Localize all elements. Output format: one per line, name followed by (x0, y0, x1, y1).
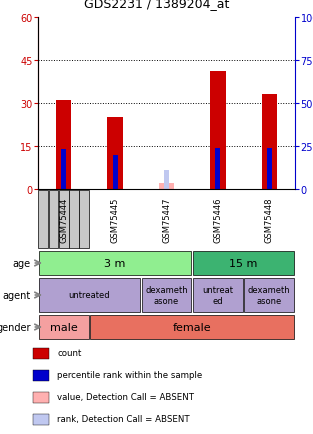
Text: GSM75444: GSM75444 (59, 197, 68, 242)
Text: untreated: untreated (69, 291, 110, 300)
Bar (113, 155, 118, 190)
Bar (33, 348, 49, 358)
Bar (90, 316, 294, 339)
Text: age: age (13, 258, 31, 268)
Bar (141, 279, 192, 312)
Text: rank, Detection Call = ABSENT: rank, Detection Call = ABSENT (57, 414, 190, 424)
Bar (33, 370, 49, 381)
Bar (244, 279, 294, 312)
Bar (107, 118, 123, 190)
Text: GDS2231 / 1389204_at: GDS2231 / 1389204_at (84, 0, 229, 10)
Bar (164, 171, 169, 190)
Bar (39, 251, 192, 275)
Text: untreat
ed: untreat ed (203, 286, 233, 305)
Bar (39, 316, 89, 339)
Bar (33, 414, 49, 424)
Text: GSM75448: GSM75448 (265, 197, 274, 242)
Text: 15 m: 15 m (229, 258, 258, 268)
Bar (267, 148, 272, 190)
Text: count: count (57, 349, 82, 358)
Bar (69, 191, 79, 248)
Text: percentile rank within the sample: percentile rank within the sample (57, 371, 203, 380)
Text: GSM75445: GSM75445 (110, 197, 120, 242)
Text: dexameth
asone: dexameth asone (145, 286, 188, 305)
Bar (49, 191, 58, 248)
Bar (61, 150, 66, 190)
Bar (210, 72, 226, 190)
Bar (193, 279, 243, 312)
Text: gender: gender (0, 322, 31, 332)
Text: 3 m: 3 m (105, 258, 126, 268)
Bar (215, 148, 220, 190)
Bar (33, 391, 49, 403)
Text: male: male (50, 322, 78, 332)
Text: agent: agent (3, 290, 31, 300)
Bar (80, 191, 89, 248)
Text: GSM75447: GSM75447 (162, 197, 171, 242)
Bar (59, 191, 69, 248)
Text: female: female (173, 322, 212, 332)
Bar (56, 101, 71, 190)
Bar (262, 95, 277, 190)
Text: GSM75446: GSM75446 (213, 197, 223, 242)
Bar (39, 279, 140, 312)
Text: dexameth
asone: dexameth asone (248, 286, 290, 305)
Bar (159, 184, 174, 190)
Bar (38, 191, 48, 248)
Bar (193, 251, 294, 275)
Text: value, Detection Call = ABSENT: value, Detection Call = ABSENT (57, 393, 194, 401)
